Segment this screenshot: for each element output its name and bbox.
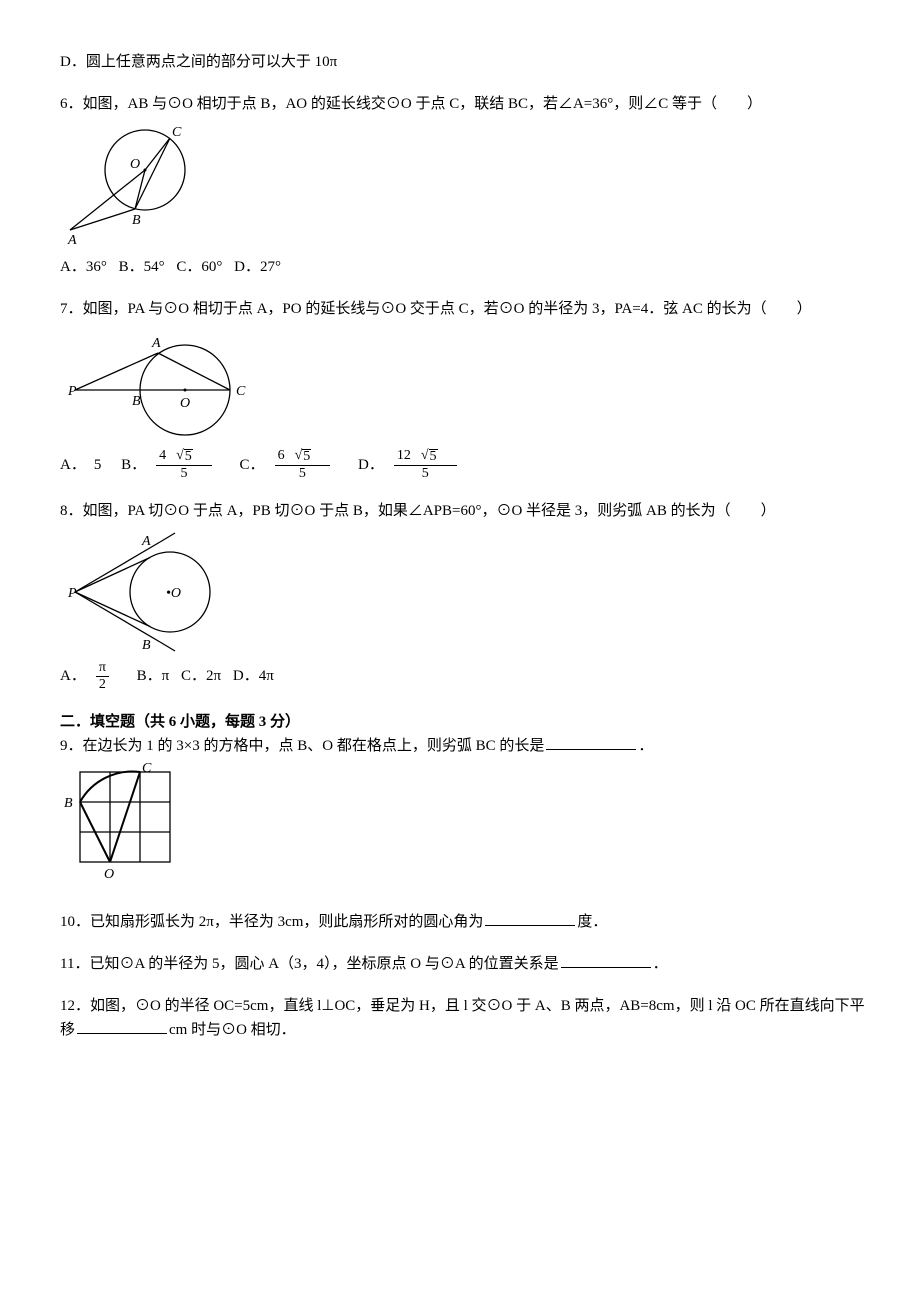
- question-6: 6．如图，AB 与⊙O 相切于点 B，AO 的延长线交⊙O 于点 C，联结 BC…: [60, 92, 870, 279]
- q6-label-C: C: [172, 125, 182, 140]
- q11-num: 11．: [60, 956, 89, 972]
- q6-label-O: O: [130, 157, 140, 172]
- q8-opt-b: B．π: [137, 664, 170, 688]
- q12-text-b: cm 时与⊙O 相切．: [169, 1022, 296, 1038]
- section-2-title: 二．填空题（共 6 小题，每题 3 分）: [60, 710, 870, 734]
- question-11: 11．已知⊙A 的半径为 5，圆心 A（3，4），坐标原点 O 与⊙A 的位置关…: [60, 952, 870, 976]
- q12-blank: [77, 1018, 167, 1034]
- q9-text-a: 在边长为 1 的 3×3 的方格中，点 B、O 都在格点上，则劣弧 BC 的长是: [83, 738, 545, 754]
- q11-text-a: 已知⊙A 的半径为 5，圆心 A（3，4），坐标原点 O 与⊙A 的位置关系是: [89, 956, 558, 972]
- q8-stem: 8．如图，PA 切⊙O 于点 A，PB 切⊙O 于点 B，如果∠APB=60°，…: [60, 499, 870, 523]
- q6-figure: A B C O: [60, 120, 210, 250]
- q7-opt-d: D．1255: [358, 449, 473, 481]
- q7-options: A．5 B．455 C．655 D．1255: [60, 449, 870, 481]
- question-9: 9．在边长为 1 的 3×3 的方格中，点 B、O 都在格点上，则劣弧 BC 的…: [60, 734, 870, 892]
- question-d-option: D．圆上任意两点之间的部分可以大于 10π: [60, 50, 870, 74]
- q6-stem: 6．如图，AB 与⊙O 相切于点 B，AO 的延长线交⊙O 于点 C，联结 BC…: [60, 92, 870, 116]
- question-12: 12．如图，⊙O 的半径 OC=5cm，直线 l⊥OC，垂足为 H，且 l 交⊙…: [60, 994, 870, 1042]
- q6-options: A．36° B．54° C．60° D．27°: [60, 254, 870, 279]
- q10-blank: [485, 910, 575, 926]
- q7-label-P: P: [67, 384, 77, 399]
- q9-label-O: O: [104, 867, 114, 882]
- q11-blank: [561, 952, 651, 968]
- q6-num: 6．: [60, 96, 83, 112]
- q12-num: 12．: [60, 998, 90, 1014]
- opt-d-label: D．: [60, 54, 86, 70]
- q7-text: 如图，PA 与⊙O 相切于点 A，PO 的延长线与⊙O 交于点 C，若⊙O 的半…: [83, 301, 812, 317]
- q10-text-a: 已知扇形弧长为 2π，半径为 3cm，则此扇形所对的圆心角为: [90, 914, 483, 930]
- q7-num: 7．: [60, 301, 83, 317]
- q9-label-B: B: [64, 796, 73, 811]
- q6-opt-a: A．36°: [60, 255, 107, 279]
- q8-label-P: P: [67, 586, 77, 601]
- q8-opt-a: A．π2: [60, 661, 125, 692]
- q8-opt-c: C．2π: [181, 664, 221, 688]
- question-7: 7．如图，PA 与⊙O 相切于点 A，PO 的延长线与⊙O 交于点 C，若⊙O …: [60, 297, 870, 481]
- q6-text: 如图，AB 与⊙O 相切于点 B，AO 的延长线交⊙O 于点 C，联结 BC，若…: [83, 96, 763, 112]
- q9-text-b: ．: [638, 738, 653, 754]
- question-8: 8．如图，PA 切⊙O 于点 A，PB 切⊙O 于点 B，如果∠APB=60°，…: [60, 499, 870, 692]
- q6-opt-b: B．54°: [119, 255, 165, 279]
- q11-text-b: ．: [653, 956, 668, 972]
- q7-label-A: A: [151, 336, 161, 351]
- q9-stem: 9．在边长为 1 的 3×3 的方格中，点 B、O 都在格点上，则劣弧 BC 的…: [60, 734, 870, 758]
- q6-label-A: A: [67, 233, 77, 248]
- q8-text: 如图，PA 切⊙O 于点 A，PB 切⊙O 于点 B，如果∠APB=60°，⊙O…: [83, 503, 776, 519]
- q9-figure: B C O: [60, 762, 190, 892]
- question-10: 10．已知扇形弧长为 2π，半径为 3cm，则此扇形所对的圆心角为 度．: [60, 910, 870, 934]
- q8-label-A: A: [141, 534, 151, 549]
- q7-opt-b: B．455: [121, 449, 228, 481]
- q10-text-b: 度．: [577, 914, 607, 930]
- q6-opt-c: C．60°: [176, 255, 222, 279]
- q8-num: 8．: [60, 503, 83, 519]
- q8-label-O: •O: [166, 586, 181, 601]
- q7-figure: P A B O C: [60, 325, 280, 445]
- q8-label-B: B: [142, 638, 151, 653]
- q7-opt-a: A．5: [60, 452, 109, 477]
- q8-figure: P A B •O: [60, 527, 240, 657]
- q9-label-C: C: [142, 762, 152, 776]
- q7-label-C: C: [236, 384, 246, 399]
- q9-blank: [546, 734, 636, 750]
- q7-label-B: B: [132, 394, 141, 409]
- q10-num: 10．: [60, 914, 90, 930]
- opt-d-text: 圆上任意两点之间的部分可以大于 10π: [86, 54, 337, 70]
- q7-stem: 7．如图，PA 与⊙O 相切于点 A，PO 的延长线与⊙O 交于点 C，若⊙O …: [60, 297, 870, 321]
- q7-label-O: O: [180, 396, 190, 411]
- q8-options: A．π2 B．π C．2π D．4π: [60, 661, 870, 692]
- q6-label-B: B: [132, 213, 141, 228]
- q6-opt-d: D．27°: [234, 255, 281, 279]
- q9-num: 9．: [60, 738, 83, 754]
- q8-opt-d: D．4π: [233, 664, 274, 688]
- q7-opt-c: C．655: [240, 449, 347, 481]
